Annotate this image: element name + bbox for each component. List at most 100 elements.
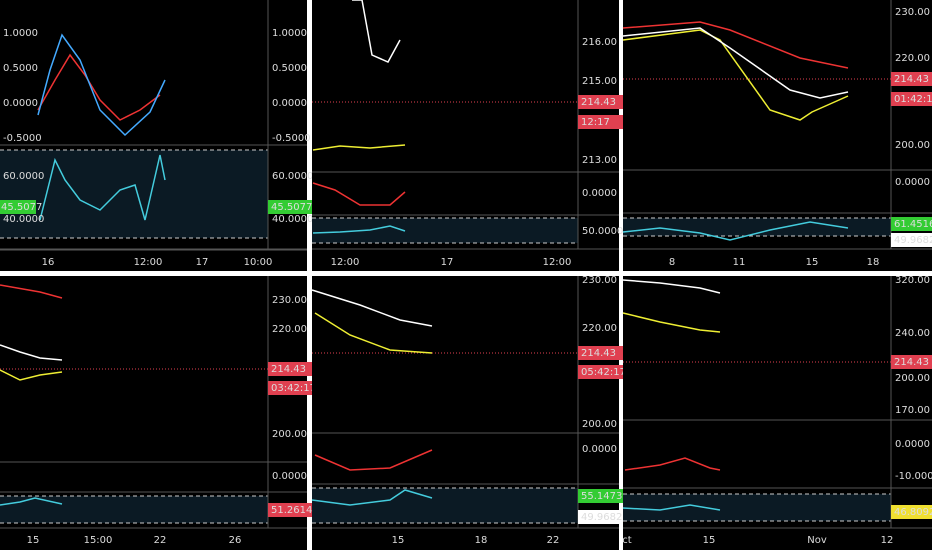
- y-axis-label: 0.0000: [272, 471, 307, 482]
- left-axis-label: 1.0000: [3, 28, 38, 39]
- price-tag-label: 49.9682: [581, 512, 622, 523]
- x-axis-label: 12:00: [543, 257, 572, 268]
- rsi-band: [312, 488, 578, 523]
- x-axis-label: 15:00: [84, 535, 113, 546]
- x-axis-label: 11: [733, 257, 746, 268]
- x-axis-label: 22: [154, 535, 167, 546]
- x-axis-label: 12:00: [134, 257, 163, 268]
- price-tag: [578, 510, 628, 524]
- x-axis-label: 15: [27, 535, 40, 546]
- left-axis-label: 40.0000: [3, 214, 44, 225]
- left-axis-label: 0.0000: [3, 98, 38, 109]
- x-axis-label: 12:00: [331, 257, 360, 268]
- x-axis-label: 16: [42, 257, 55, 268]
- x-axis-label: 15: [703, 535, 716, 546]
- x-axis-label: 12: [881, 535, 894, 546]
- price-tag: [268, 200, 318, 214]
- indicator-line: [622, 279, 721, 294]
- y-axis-label: 230.00: [272, 295, 307, 306]
- price-tag-label: 49.9682: [894, 235, 932, 246]
- chart-panel: 230.00 220.00 200.00 0.0000 214.43 05:42:17 55…: [311, 275, 628, 550]
- x-axis-label: 8: [669, 257, 675, 268]
- indicator-line: [312, 144, 406, 151]
- x-axis-label: 15: [392, 535, 405, 546]
- indicator-line: [37, 33, 166, 137]
- y-axis-label: 0.0000: [582, 444, 617, 455]
- chart-panel: 320.00 240.00 200.00 170.00 0.0000 -10.0000 21…: [622, 275, 932, 550]
- price-tag: [578, 489, 628, 503]
- price-tag: [268, 503, 318, 517]
- indicator-line: [622, 312, 721, 333]
- x-axis-label: 17: [441, 257, 454, 268]
- x-axis-label: 17: [196, 257, 209, 268]
- price-tag-label: 03:42:17: [271, 383, 316, 394]
- price-tag-label: 51.2614: [271, 505, 312, 516]
- price-tag-label: 55.1473: [581, 491, 622, 502]
- x-axis-label: 26: [229, 535, 242, 546]
- y-axis-label: 0.5000: [272, 63, 307, 74]
- price-tag: [578, 365, 628, 379]
- indicator-line: [622, 221, 849, 241]
- price-tag-label: 45.5077: [271, 202, 312, 213]
- y-axis-label: 0.0000: [582, 188, 617, 199]
- y-axis-label: 40.0000: [272, 214, 313, 225]
- y-axis-label: 0.0000: [895, 177, 930, 188]
- price-tag-label: 214.43: [894, 74, 929, 85]
- indicator-line: [0, 344, 63, 361]
- indicator-line: [0, 497, 63, 506]
- y-axis-label: 1.0000: [272, 28, 307, 39]
- y-axis-label: 0.0000: [895, 439, 930, 450]
- left-axis-label: 60.0000: [3, 171, 44, 182]
- y-axis-label: 220.00: [895, 53, 930, 64]
- price-tag: [891, 92, 932, 106]
- price-tag-label: 45.5077: [1, 202, 42, 213]
- indicator-line: [622, 21, 849, 69]
- chart-panel: 1.0000 0.5000 0.0000 -0.5000 60.0000 40.0000 1…: [0, 0, 318, 271]
- indicator-line: [622, 27, 849, 99]
- x-axis-label: 10:00: [244, 257, 273, 268]
- price-tag: [578, 346, 628, 360]
- price-tag-label: 214.43: [894, 357, 929, 368]
- y-axis-label: 213.00: [582, 155, 617, 166]
- price-tag: [891, 355, 932, 369]
- rsi-band: [0, 150, 268, 238]
- x-axis-label: 15: [806, 257, 819, 268]
- price-tag: [578, 115, 628, 129]
- y-axis-label: 50.0000: [582, 226, 623, 237]
- y-axis-label: 230.00: [895, 7, 930, 18]
- y-axis-label: 215.00: [582, 76, 617, 87]
- left-axis-label: -0.5000: [3, 133, 42, 144]
- y-axis-label: 220.00: [272, 324, 307, 335]
- price-tag: [268, 381, 318, 395]
- price-tag: [0, 200, 36, 214]
- price-tag-label: 01:42:17: [894, 94, 932, 105]
- indicator-line: [0, 369, 63, 381]
- y-axis-label: -0.5000: [272, 133, 311, 144]
- x-axis-label: Nov: [807, 535, 827, 546]
- indicator-line: [622, 29, 849, 121]
- rsi-band: [623, 494, 891, 521]
- indicator-line: [624, 457, 721, 471]
- y-axis-label: 240.00: [895, 328, 930, 339]
- indicator-line: [311, 489, 433, 506]
- price-tag-label: 214.43: [271, 364, 306, 375]
- price-tag-label: 46.8092: [894, 507, 932, 518]
- price-tag: [268, 362, 318, 376]
- x-axis-label: ct: [622, 535, 631, 546]
- rsi-band: [0, 496, 268, 523]
- y-axis-label: 170.00: [895, 405, 930, 416]
- chart-panel: 230.00 220.00 200.00 0.0000 214.43 03:42:17 51…: [0, 276, 318, 550]
- price-tag: [891, 233, 932, 247]
- indicator-line: [352, 0, 401, 63]
- indicator-line: [312, 225, 406, 234]
- indicator-line: [314, 449, 433, 471]
- x-axis-label: 22: [547, 535, 560, 546]
- y-axis-label: -10.0000: [895, 471, 932, 482]
- price-tag: [891, 72, 932, 86]
- chart-panel: 230.00 220.00 200.00 0.0000 214.43 01:42:17 61…: [622, 0, 932, 271]
- indicator-line: [622, 504, 721, 511]
- x-axis-label: 18: [475, 535, 488, 546]
- y-axis-label: 200.00: [272, 429, 307, 440]
- indicator-line: [312, 182, 406, 206]
